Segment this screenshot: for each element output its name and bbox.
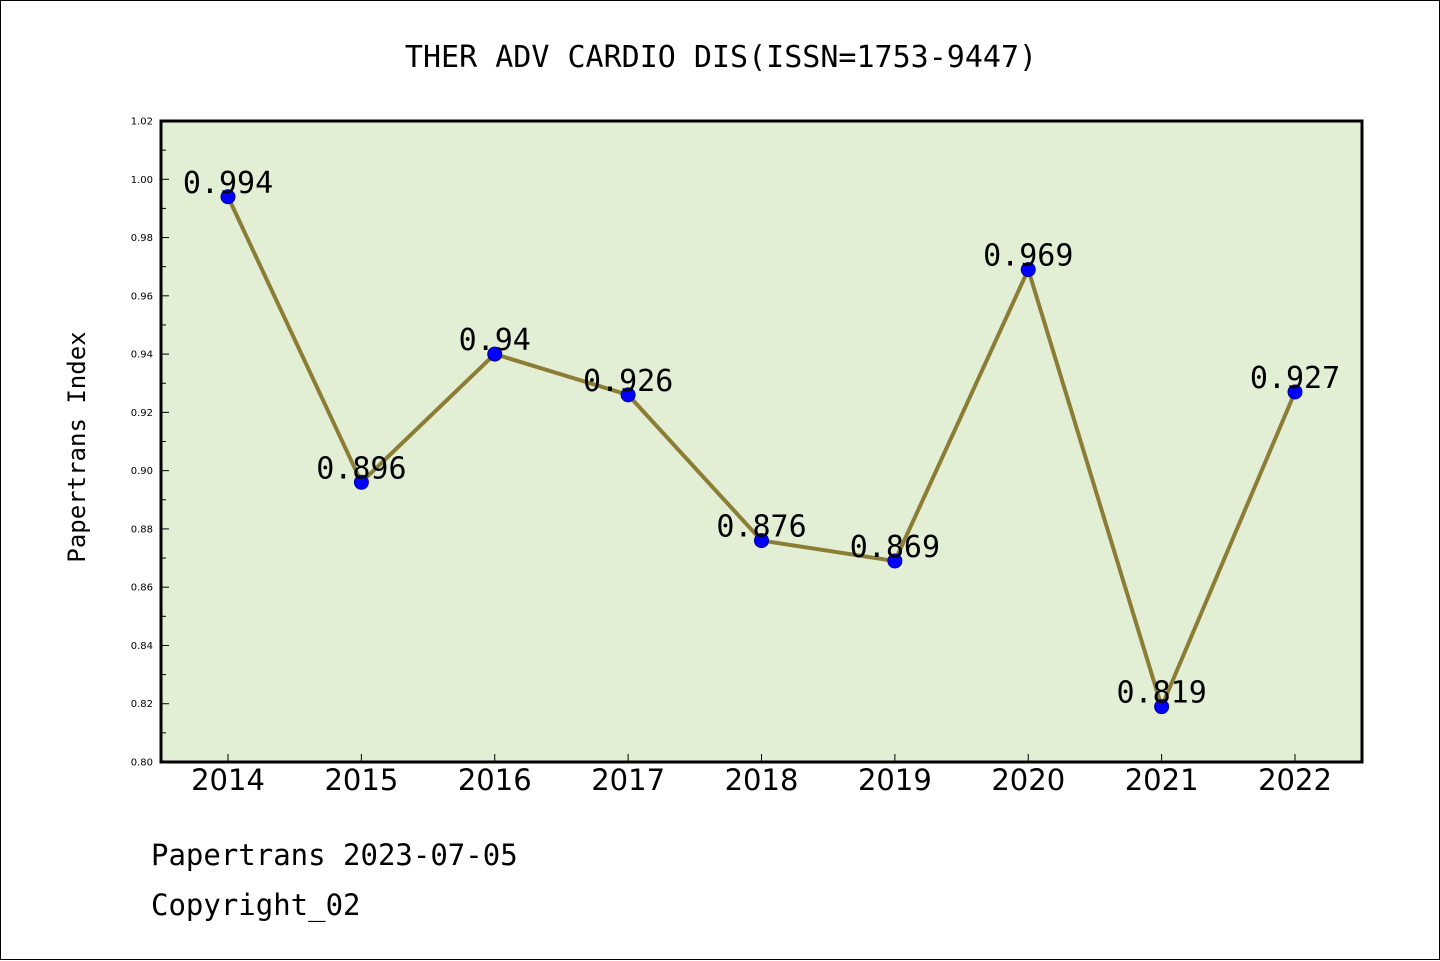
y-tick-label: 0.96 xyxy=(131,291,153,302)
data-point xyxy=(620,387,636,403)
y-tick-label: 0.84 xyxy=(131,641,153,652)
x-tick-label: 2016 xyxy=(458,763,532,797)
chart-title: THER ADV CARDIO DIS(ISSN=1753-9447) xyxy=(405,40,1037,75)
data-point xyxy=(353,474,369,490)
y-tick-label: 0.94 xyxy=(131,350,153,361)
x-tick-label: 2019 xyxy=(858,763,932,797)
y-tick-label: 1.00 xyxy=(131,175,153,186)
data-point xyxy=(887,553,903,569)
y-tick-label: 0.92 xyxy=(131,408,153,419)
y-tick-label: 0.80 xyxy=(131,758,153,769)
x-tick-label: 2018 xyxy=(725,763,799,797)
x-tick-label: 2020 xyxy=(991,763,1065,797)
data-label: 0.819 xyxy=(1116,676,1206,711)
data-label: 0.869 xyxy=(850,530,940,565)
x-tick-label: 2015 xyxy=(324,763,398,797)
data-label: 0.926 xyxy=(583,364,673,399)
data-label: 0.969 xyxy=(983,239,1073,274)
data-point xyxy=(1287,384,1303,400)
data-point xyxy=(220,189,236,205)
footer-copyright: Copyright_02 xyxy=(151,888,361,923)
y-tick-label: 0.88 xyxy=(131,524,153,535)
data-label: 0.876 xyxy=(716,510,806,545)
footer-date: Papertrans 2023-07-05 xyxy=(151,838,518,872)
x-tick-label: 2021 xyxy=(1125,763,1199,797)
x-tick-label: 2022 xyxy=(1258,763,1332,797)
y-tick-label: 0.98 xyxy=(131,233,153,244)
data-label: 0.994 xyxy=(183,166,273,201)
y-tick-label: 0.90 xyxy=(131,466,153,477)
data-label: 0.94 xyxy=(459,323,531,358)
y-axis-label: Papertrans Index xyxy=(63,331,91,562)
y-tick-label: 0.82 xyxy=(131,699,153,710)
data-point xyxy=(1020,262,1036,278)
data-label: 0.896 xyxy=(316,451,406,486)
data-point xyxy=(754,533,769,549)
data-point xyxy=(1154,699,1170,715)
data-point xyxy=(487,346,503,362)
plot-border xyxy=(159,119,1364,764)
y-tick-label: 0.86 xyxy=(131,583,153,594)
x-tick-label: 2014 xyxy=(191,763,265,797)
x-axis: 2014 2015 2016 2017 2018 2019 2020 2021 2022 xyxy=(191,754,1332,797)
y-tick-label: 1.02 xyxy=(131,117,153,128)
x-tick-label: 2017 xyxy=(591,763,665,797)
series xyxy=(220,189,1303,715)
data-label: 0.927 xyxy=(1250,361,1340,396)
data-labels: 0.994 0.896 0.94 0.926 0.876 0.869 0.969 0.819 0… xyxy=(183,166,1340,711)
plot-area xyxy=(161,121,1362,762)
